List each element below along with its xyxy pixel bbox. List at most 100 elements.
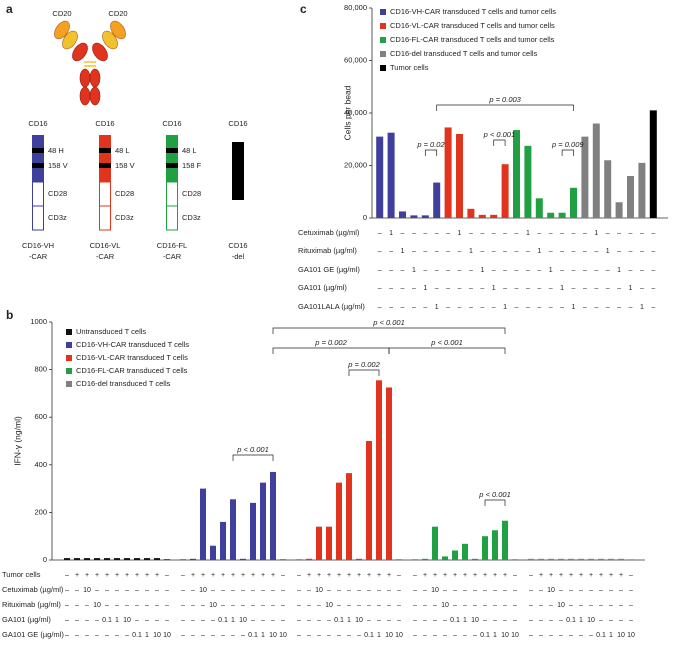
domain-label: CD3z	[48, 213, 67, 222]
significance-bracket	[272, 327, 506, 334]
row-value: –	[458, 267, 462, 274]
row-value: –	[251, 602, 255, 609]
row-value: –	[307, 587, 311, 594]
row-value: –	[377, 617, 381, 624]
row-value: –	[201, 632, 205, 639]
row-value: 1	[503, 304, 507, 311]
bar	[592, 123, 600, 218]
row-value: –	[357, 587, 361, 594]
row-value: –	[579, 602, 583, 609]
row-value: –	[261, 587, 265, 594]
row-value: –	[241, 632, 245, 639]
row-value: –	[469, 267, 473, 274]
legend-swatch	[380, 65, 386, 71]
row-value: –	[583, 304, 587, 311]
row-value: –	[503, 617, 507, 624]
polymorphism-band	[99, 163, 111, 168]
row-value: 1	[463, 617, 467, 624]
row-value: –	[589, 602, 593, 609]
row-value: –	[463, 602, 467, 609]
row-value: 1	[412, 267, 416, 274]
row-value: 10	[279, 632, 287, 639]
row-value: –	[378, 285, 382, 292]
antigen-label: CD20	[52, 9, 71, 18]
row-value: +	[619, 572, 623, 579]
row-label: Rituximab (µg/ml)	[298, 246, 357, 255]
row-label: GA101 (µg/ml)	[2, 615, 51, 624]
row-value: –	[446, 248, 450, 255]
row-value: –	[261, 602, 265, 609]
construct-ectodomain	[99, 135, 111, 182]
row-value: 0.1	[102, 617, 112, 624]
bar	[134, 558, 140, 560]
row-value: –	[155, 587, 159, 594]
bar	[628, 559, 634, 560]
bar	[482, 536, 488, 560]
row-value: –	[435, 230, 439, 237]
row-value: 1	[526, 230, 530, 237]
legend-label: Untransduced T cells	[76, 327, 146, 336]
row-value: 1	[389, 230, 393, 237]
bar	[410, 215, 418, 218]
bar	[490, 214, 498, 218]
domain-label: 48 H	[48, 146, 64, 155]
row-value: –	[529, 602, 533, 609]
row-value: –	[105, 602, 109, 609]
row-value: –	[480, 248, 484, 255]
row-value: 1	[560, 285, 564, 292]
row-value: –	[549, 248, 553, 255]
row-value: –	[317, 602, 321, 609]
row-value: +	[483, 572, 487, 579]
row-value: –	[640, 285, 644, 292]
bar	[84, 558, 90, 560]
row-value: –	[651, 285, 655, 292]
row-value: –	[606, 267, 610, 274]
row-value: –	[537, 304, 541, 311]
row-value: +	[155, 572, 159, 579]
bar	[210, 545, 216, 560]
bar	[64, 558, 70, 560]
row-value: –	[181, 572, 185, 579]
row-value: –	[423, 230, 427, 237]
bar	[442, 556, 448, 560]
row-value: –	[155, 602, 159, 609]
row-value: –	[480, 230, 484, 237]
significance-bracket	[424, 149, 438, 156]
row-value: –	[251, 617, 255, 624]
construct-ectodomain	[166, 135, 178, 182]
bar	[502, 520, 508, 560]
row-value: +	[115, 572, 119, 579]
significance-label: p = 0.002	[314, 338, 347, 347]
row-value: +	[473, 572, 477, 579]
row-value: –	[367, 617, 371, 624]
row-value: –	[387, 587, 391, 594]
row-value: 1	[261, 632, 265, 639]
row-value: –	[537, 230, 541, 237]
row-value: –	[201, 617, 205, 624]
bar	[412, 559, 418, 560]
bar	[144, 558, 150, 560]
row-value: 1	[492, 285, 496, 292]
panel-label: a	[6, 2, 13, 16]
row-value: –	[606, 304, 610, 311]
row-value: –	[115, 602, 119, 609]
row-value: 10	[153, 632, 161, 639]
bar	[570, 187, 577, 218]
row-value: –	[337, 587, 341, 594]
bar	[528, 558, 534, 560]
row-value: –	[446, 304, 450, 311]
row-value: 10	[617, 632, 625, 639]
row-value: –	[65, 587, 69, 594]
significance-bracket	[388, 347, 506, 354]
row-value: 10	[511, 632, 519, 639]
significance-bracket	[493, 139, 506, 146]
significance-label: p = 0.003	[488, 95, 521, 104]
domain-label: CD28	[48, 189, 67, 198]
row-value: –	[458, 285, 462, 292]
y-tick-label: 40,000	[344, 108, 367, 117]
row-value: –	[155, 617, 159, 624]
bar	[548, 558, 554, 560]
construct-name: -CAR	[96, 252, 115, 261]
bar	[296, 559, 302, 560]
